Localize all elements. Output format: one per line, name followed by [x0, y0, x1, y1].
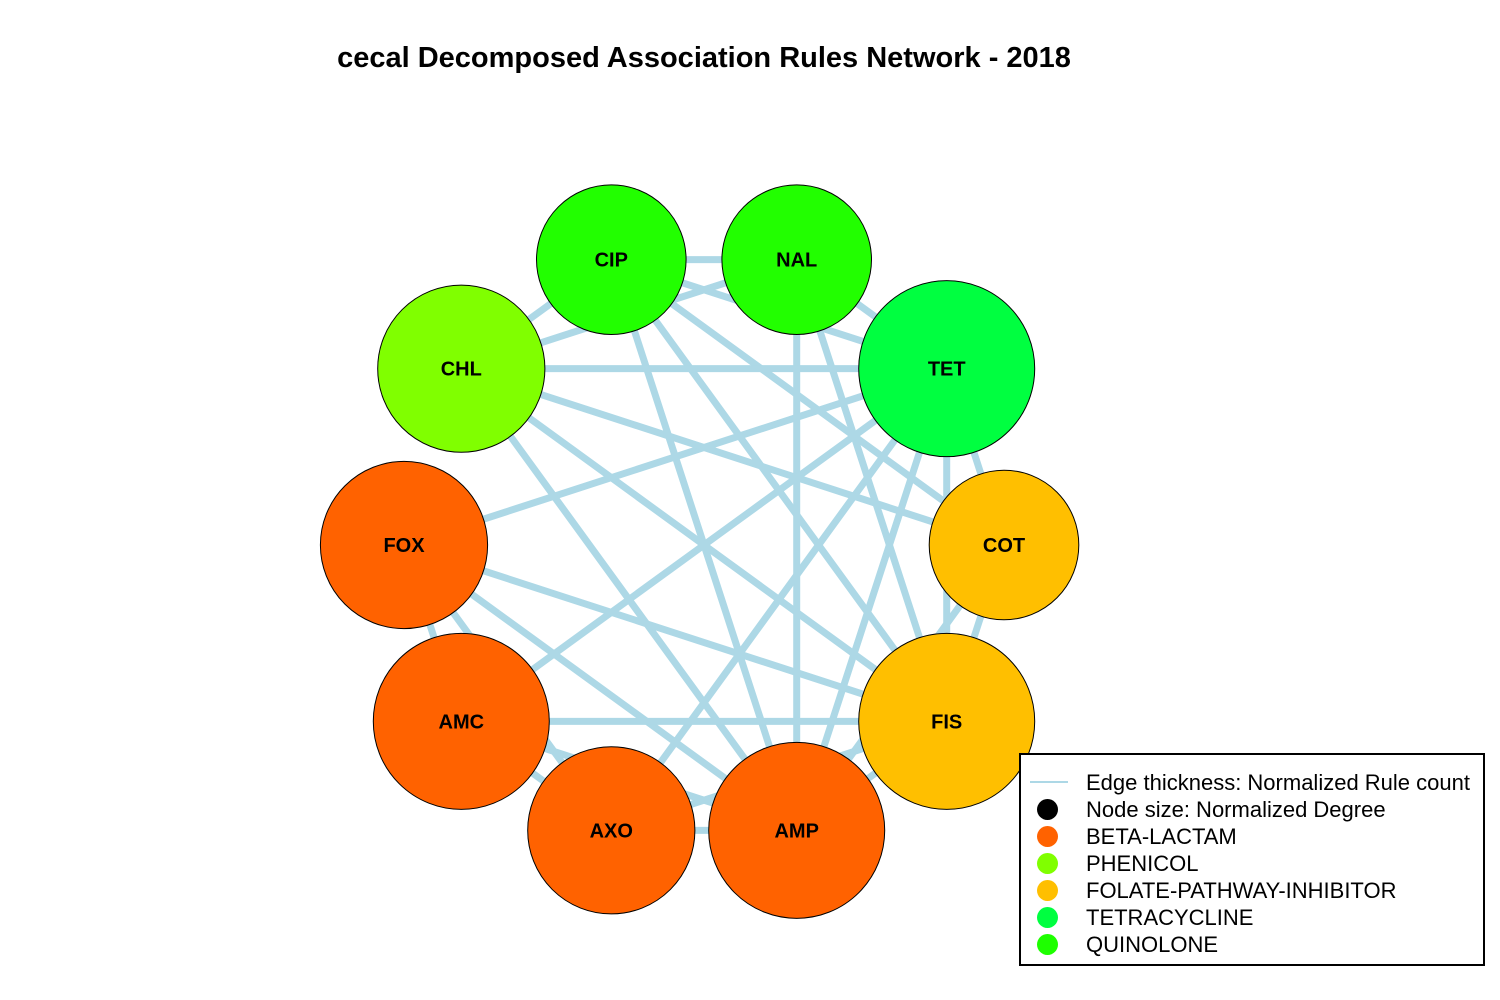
node-label-cip: CIP	[595, 250, 628, 272]
node-amp: AMP	[708, 741, 886, 919]
legend-item: FOLATE-PATHWAY-INHIBITOR	[1021, 877, 1483, 904]
node-label-cot: COT	[983, 535, 1025, 557]
legend-label: Node size: Normalized Degree	[1086, 797, 1386, 822]
node-circle-amc	[372, 632, 550, 810]
edge-chl-cot	[457, 365, 1008, 549]
node-amc: AMC	[372, 632, 550, 810]
legend-item: Edge thickness: Normalized Rule count	[1021, 769, 1483, 796]
legend-dot-swatch	[1037, 853, 1058, 874]
node-cot: COT	[928, 469, 1080, 621]
node-circle-axo	[527, 746, 696, 915]
edge-chl-amp	[457, 365, 801, 834]
node-label-fis: FIS	[931, 711, 962, 733]
nodes-layer: CIP NAL TET COT FIS AMP AXO AMC FOX CHL	[319, 184, 1080, 919]
legend-item: BETA-LACTAM	[1021, 823, 1483, 850]
chart-title: cecal Decomposed Association Rules Netwo…	[337, 42, 1071, 74]
legend: Edge thickness: Normalized Rule count Nod…	[1019, 753, 1485, 966]
legend-item: QUINOLONE	[1021, 931, 1483, 958]
legend-dot-swatch	[1037, 907, 1058, 928]
node-label-tet: TET	[928, 359, 966, 381]
legend-label: FOLATE-PATHWAY-INHIBITOR	[1086, 878, 1397, 903]
legend-item: TETRACYCLINE	[1021, 904, 1483, 931]
node-label-nal: NAL	[776, 250, 817, 272]
node-fis: FIS	[858, 632, 1036, 810]
legend-label: TETRACYCLINE	[1086, 905, 1254, 930]
legend-dot-swatch	[1037, 880, 1058, 901]
node-circle-fox	[319, 460, 489, 630]
legend-label: PHENICOL	[1086, 851, 1199, 876]
node-circle-chl	[377, 284, 546, 453]
node-circle-cip	[535, 184, 687, 335]
edge-tet-fox	[400, 365, 951, 549]
legend-label: Edge thickness: Normalized Rule count	[1086, 770, 1470, 795]
legend-item: PHENICOL	[1021, 850, 1483, 877]
legend-dot-swatch	[1037, 826, 1058, 847]
node-cip: CIP	[535, 184, 687, 335]
node-chl: CHL	[377, 284, 546, 453]
node-circle-tet	[858, 280, 1036, 458]
node-fox: FOX	[319, 460, 489, 630]
node-label-amp: AMP	[774, 820, 818, 842]
legend-dot-swatch	[1037, 799, 1058, 820]
node-axo: AXO	[527, 746, 696, 915]
legend-line-swatch	[1030, 781, 1068, 783]
node-circle-cot	[928, 469, 1080, 621]
node-label-fox: FOX	[383, 535, 425, 557]
edge-fox-fis	[400, 541, 951, 725]
edge-chl-fis	[457, 365, 951, 725]
node-circle-fis	[858, 632, 1036, 810]
legend-label: QUINOLONE	[1086, 932, 1219, 957]
node-label-chl: CHL	[441, 359, 482, 381]
legend-label: BETA-LACTAM	[1086, 824, 1237, 849]
node-tet: TET	[858, 280, 1036, 458]
node-label-axo: AXO	[590, 820, 633, 842]
node-nal: NAL	[721, 184, 873, 335]
legend-dot-swatch	[1037, 934, 1058, 955]
legend-item: Node size: Normalized Degree	[1021, 796, 1483, 823]
node-circle-amp	[708, 741, 886, 919]
node-label-amc: AMC	[439, 711, 485, 733]
node-circle-nal	[721, 184, 873, 335]
edge-cip-cot	[607, 256, 1008, 549]
